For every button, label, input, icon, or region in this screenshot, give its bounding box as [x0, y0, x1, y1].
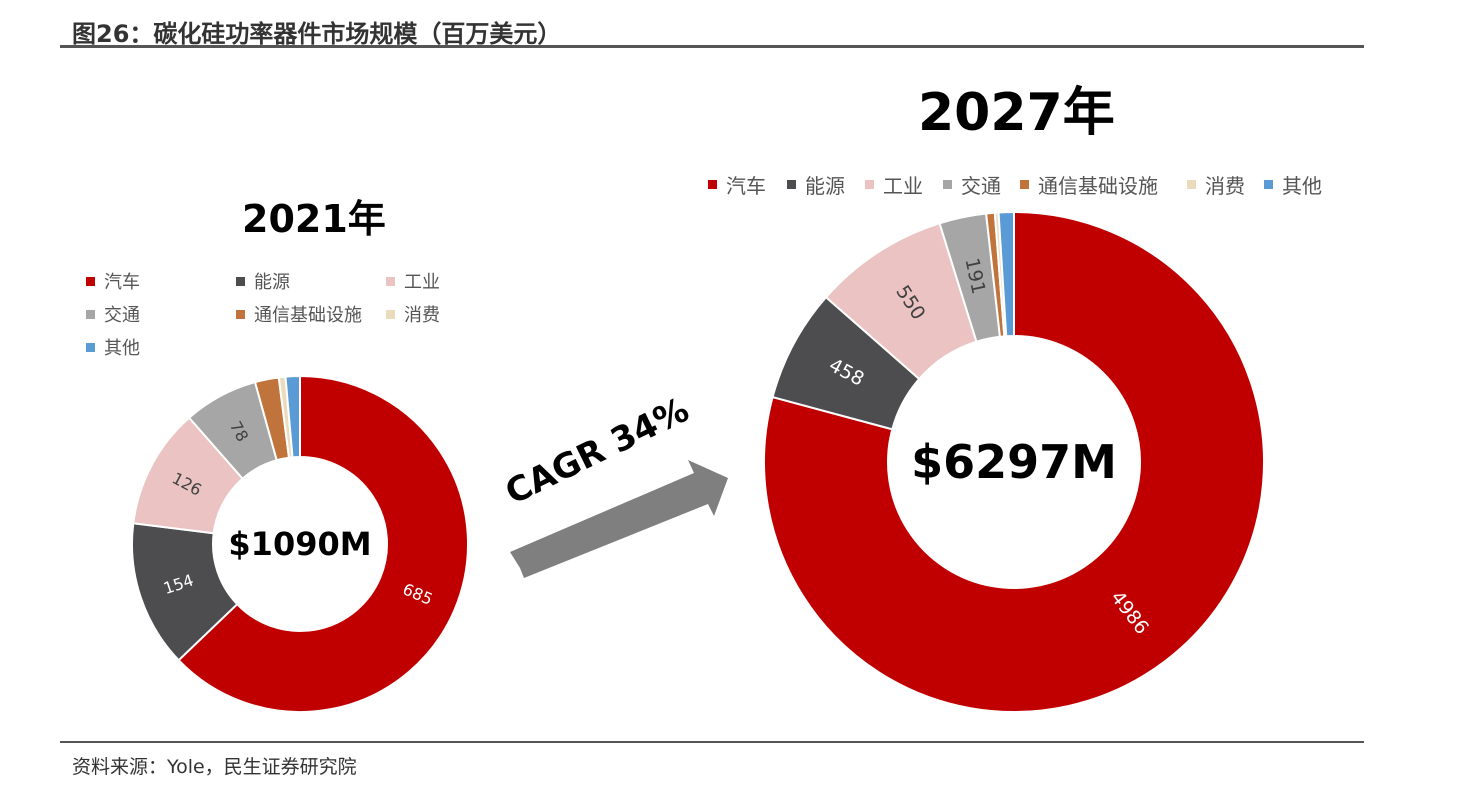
legend-2027-item: 交通 — [943, 170, 1001, 199]
legend-swatch — [86, 276, 95, 286]
legend-swatch — [787, 180, 796, 189]
growth-arrow-icon — [510, 460, 728, 578]
legend-swatch — [1020, 180, 1029, 189]
donut-slice — [997, 210, 1015, 338]
legend-2027-item: 能源 — [787, 170, 845, 199]
legend-swatch — [1187, 180, 1196, 189]
legend-swatch — [386, 309, 395, 319]
donut-slice — [177, 374, 469, 713]
legend-2021-item: 工业 — [386, 268, 440, 294]
donut-slice — [763, 210, 1265, 713]
page-title: 图26：碳化硅功率器件市场规模（百万美元） — [72, 20, 562, 48]
legend-swatch — [236, 309, 245, 319]
legend-swatch — [236, 276, 245, 286]
legend-2021-item: 汽车 — [86, 268, 140, 294]
legend-2027-item: 汽车 — [708, 170, 766, 199]
legend-swatch — [865, 180, 874, 189]
legend-2027-item: 消费 — [1187, 170, 1245, 199]
legend-swatch — [86, 309, 95, 319]
donut-slice — [284, 374, 301, 459]
top-divider — [60, 45, 1364, 48]
chart-2027-title: 2027年 — [918, 83, 1115, 143]
source-note: 资料来源：Yole，民生证券研究院 — [72, 756, 357, 778]
legend-2027-item: 通信基础设施 — [1020, 170, 1158, 199]
legend-2027-item: 工业 — [865, 170, 923, 199]
legend-2021-item: 能源 — [236, 268, 290, 294]
bottom-divider — [60, 741, 1364, 743]
legend-2021-item: 消费 — [386, 301, 440, 327]
legend-2021-item: 通信基础设施 — [236, 301, 362, 327]
legend-swatch — [943, 180, 952, 189]
legend-2027-item: 其他 — [1264, 170, 1322, 199]
legend-swatch — [708, 180, 717, 189]
chart-2021-title: 2021年 — [242, 197, 386, 241]
legend-swatch — [86, 342, 95, 352]
legend-swatch — [1264, 180, 1273, 189]
legend-swatch — [386, 276, 395, 286]
center-total-label: $1090M — [228, 525, 371, 563]
legend-2021-item: 其他 — [86, 334, 140, 360]
legend-2021-item: 交通 — [86, 301, 140, 327]
center-total-label: $6297M — [911, 435, 1117, 489]
